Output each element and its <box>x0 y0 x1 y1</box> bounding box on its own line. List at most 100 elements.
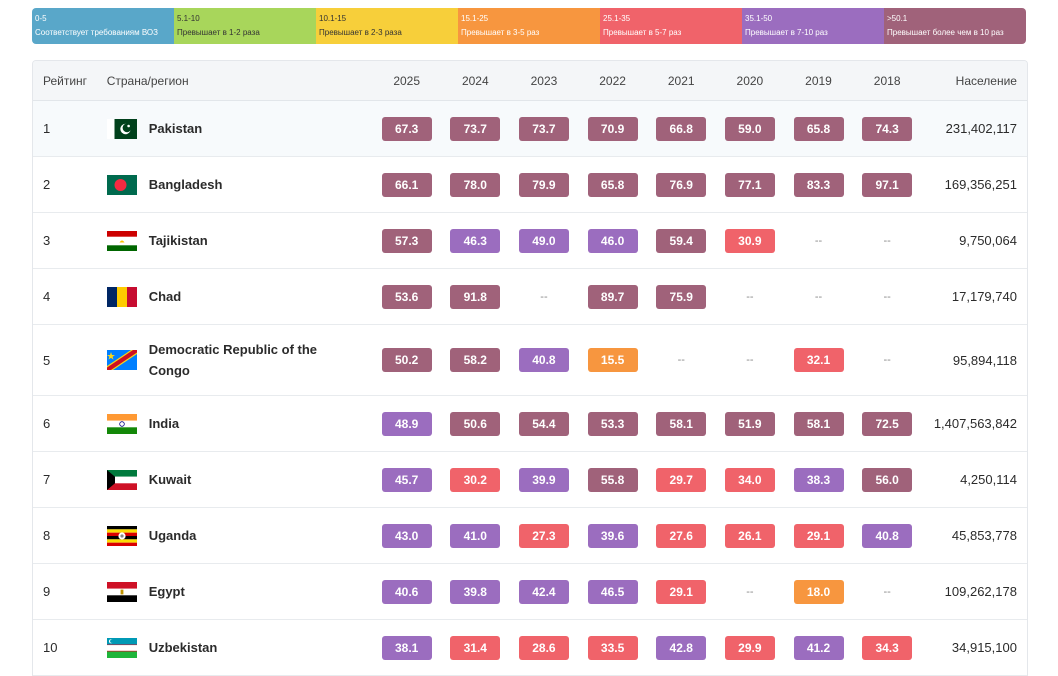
country-name-link[interactable]: Bangladesh <box>148 177 223 192</box>
country-cell: Tajikistan <box>97 230 373 251</box>
header-year-2022[interactable]: 2022 <box>599 73 626 88</box>
aqi-badge: 75.9 <box>656 284 707 309</box>
table-row[interactable]: 10 Uzbekistan 38.1 31.4 28.6 33.5 42.8 29.9 41.2… <box>33 620 1027 676</box>
header-rank[interactable]: Рейтинг <box>43 73 88 88</box>
legend-label: Превышает в 5-7 раз <box>603 28 682 37</box>
table-row[interactable]: 2 Bangladesh 66.1 78.0 79.9 65.8 76.9 77.1 83.3 9… <box>33 157 1027 213</box>
no-data-dash: -- <box>883 234 891 247</box>
table-row[interactable]: 7 Kuwait 45.7 30.2 39.9 55.8 29.7 34.0 38.3 56.0 4… <box>33 452 1027 508</box>
header-year-2024[interactable]: 2024 <box>461 73 489 88</box>
rank-cell: 10 <box>43 640 58 655</box>
aqi-badge: 41.2 <box>793 635 844 660</box>
aqi-badge: 30.9 <box>724 228 775 253</box>
year-cell: -- <box>716 354 785 366</box>
year-cell: 53.3 <box>578 411 647 436</box>
year-cell: -- <box>784 291 853 303</box>
table-row[interactable]: 9 Egypt 40.6 39.8 42.4 46.5 29.1 -- 18.0 -- 109,26… <box>33 564 1027 620</box>
year-cell: -- <box>716 586 785 598</box>
aqi-badge: 66.1 <box>381 172 432 197</box>
rank-cell: 4 <box>43 289 51 304</box>
country-name-link[interactable]: Tajikistan <box>148 233 208 248</box>
country-name-link[interactable]: Uganda <box>148 528 197 543</box>
table-row[interactable]: 6 India 48.9 50.6 54.4 53.3 58.1 51.9 58.1 72.5 1,… <box>33 396 1027 452</box>
header-year-2020[interactable]: 2020 <box>736 73 764 88</box>
year-cell: 59.4 <box>647 228 716 253</box>
header-country[interactable]: Страна/регион <box>106 73 189 88</box>
rank-cell: 6 <box>43 416 51 431</box>
country-name-link[interactable]: Uzbekistan <box>148 640 218 655</box>
aqi-badge: 74.3 <box>862 116 913 141</box>
header-year-2023[interactable]: 2023 <box>530 73 558 88</box>
year-cell: 55.8 <box>578 467 647 492</box>
year-cell: 45.7 <box>372 467 441 492</box>
aqi-badge: 76.9 <box>656 172 707 197</box>
aqi-badge: 79.9 <box>518 172 569 197</box>
ranking-table: Рейтинг Страна/регион 2025 2024 2023 202… <box>32 60 1028 676</box>
aqi-badge: 53.3 <box>587 411 638 436</box>
year-cell: 65.8 <box>578 172 647 197</box>
header-year-2019[interactable]: 2019 <box>805 73 832 88</box>
legend-segment: 25.1-35 Превышает в 5-7 раз <box>600 8 742 44</box>
year-cell: 39.9 <box>510 467 579 492</box>
year-cell: 75.9 <box>647 284 716 309</box>
year-cell: 83.3 <box>784 172 853 197</box>
legend-range: 25.1-35 <box>603 14 631 23</box>
year-cell: 50.2 <box>372 348 441 372</box>
table-row[interactable]: 1 Pakistan 67.3 73.7 73.7 70.9 66.8 59.0 65.8 74.… <box>33 101 1027 157</box>
no-data-dash: -- <box>883 354 891 366</box>
year-cell: -- <box>853 235 922 247</box>
table-row[interactable]: 4 Chad 53.6 91.8 -- 89.7 75.9 -- -- -- 17,179,740 <box>33 269 1027 325</box>
aqi-badge: 59.0 <box>724 116 775 141</box>
rank-cell: 8 <box>43 528 51 543</box>
table-row[interactable]: 8 Uganda 43.0 41.0 27.3 39.6 27.6 26.1 29.1 40.8 4… <box>33 508 1027 564</box>
egypt-flag-icon <box>106 581 137 602</box>
header-year-2025[interactable]: 2025 <box>393 73 421 88</box>
table-row[interactable]: 3 Tajikistan 57.3 46.3 49.0 46.0 59.4 30.9 -- -- 9… <box>33 213 1027 269</box>
legend-segment: 35.1-50 Превышает в 7-10 раз <box>742 8 884 44</box>
country-name-link[interactable]: Pakistan <box>148 121 203 136</box>
year-cell: 72.5 <box>853 411 922 436</box>
country-cell: Uganda <box>97 525 373 546</box>
year-cell: 73.7 <box>441 116 510 141</box>
population-cell: 95,894,118 <box>952 352 1017 368</box>
aqi-badge: 49.0 <box>518 228 569 253</box>
aqi-badge: 29.1 <box>793 523 844 548</box>
legend-label: Превышает в 3-5 раз <box>461 28 540 37</box>
no-data-dash: -- <box>746 354 754 366</box>
year-cell: 54.4 <box>510 411 579 436</box>
tajikistan-flag-icon <box>106 230 137 251</box>
kuwait-flag-icon <box>106 469 137 490</box>
bangladesh-flag-icon <box>106 174 137 195</box>
year-cell: 51.9 <box>716 411 785 436</box>
country-name-link[interactable]: Chad <box>148 289 182 304</box>
aqi-badge: 39.9 <box>518 467 569 492</box>
header-population[interactable]: Население <box>955 73 1017 88</box>
year-cell: 18.0 <box>784 579 853 604</box>
aqi-badge: 70.9 <box>587 116 638 141</box>
year-cell: 70.9 <box>578 116 647 141</box>
year-cell: 32.1 <box>784 348 853 372</box>
year-cell: 79.9 <box>510 172 579 197</box>
uganda-flag-icon <box>106 525 137 546</box>
aqi-badge: 46.3 <box>450 228 501 253</box>
aqi-badge: 65.8 <box>587 172 638 197</box>
year-cell: 91.8 <box>441 284 510 309</box>
aqi-badge: 51.9 <box>724 411 775 436</box>
country-name-link[interactable]: Egypt <box>148 584 185 599</box>
year-cell: 40.8 <box>510 348 579 372</box>
country-name-link[interactable]: Kuwait <box>148 472 192 487</box>
year-cell: 66.1 <box>372 172 441 197</box>
header-year-2021[interactable]: 2021 <box>667 73 695 88</box>
aqi-badge: 34.0 <box>724 467 775 492</box>
aqi-badge: 34.3 <box>862 635 913 660</box>
table-body: 1 Pakistan 67.3 73.7 73.7 70.9 66.8 59.0 65.8 74.… <box>33 101 1027 676</box>
aqi-badge: 41.0 <box>450 523 501 548</box>
country-name-link[interactable]: Democratic Republic of the Congo <box>148 342 318 378</box>
country-name-link[interactable]: India <box>148 416 180 431</box>
population-cell: 4,250,114 <box>960 472 1017 487</box>
table-row[interactable]: 5 Democratic Republic of the Congo 50.2 58.… <box>33 325 1027 396</box>
year-cell: 48.9 <box>372 411 441 436</box>
year-cell: 34.0 <box>716 467 785 492</box>
header-year-2018[interactable]: 2018 <box>873 73 901 88</box>
aqi-badge: 46.0 <box>587 228 638 253</box>
